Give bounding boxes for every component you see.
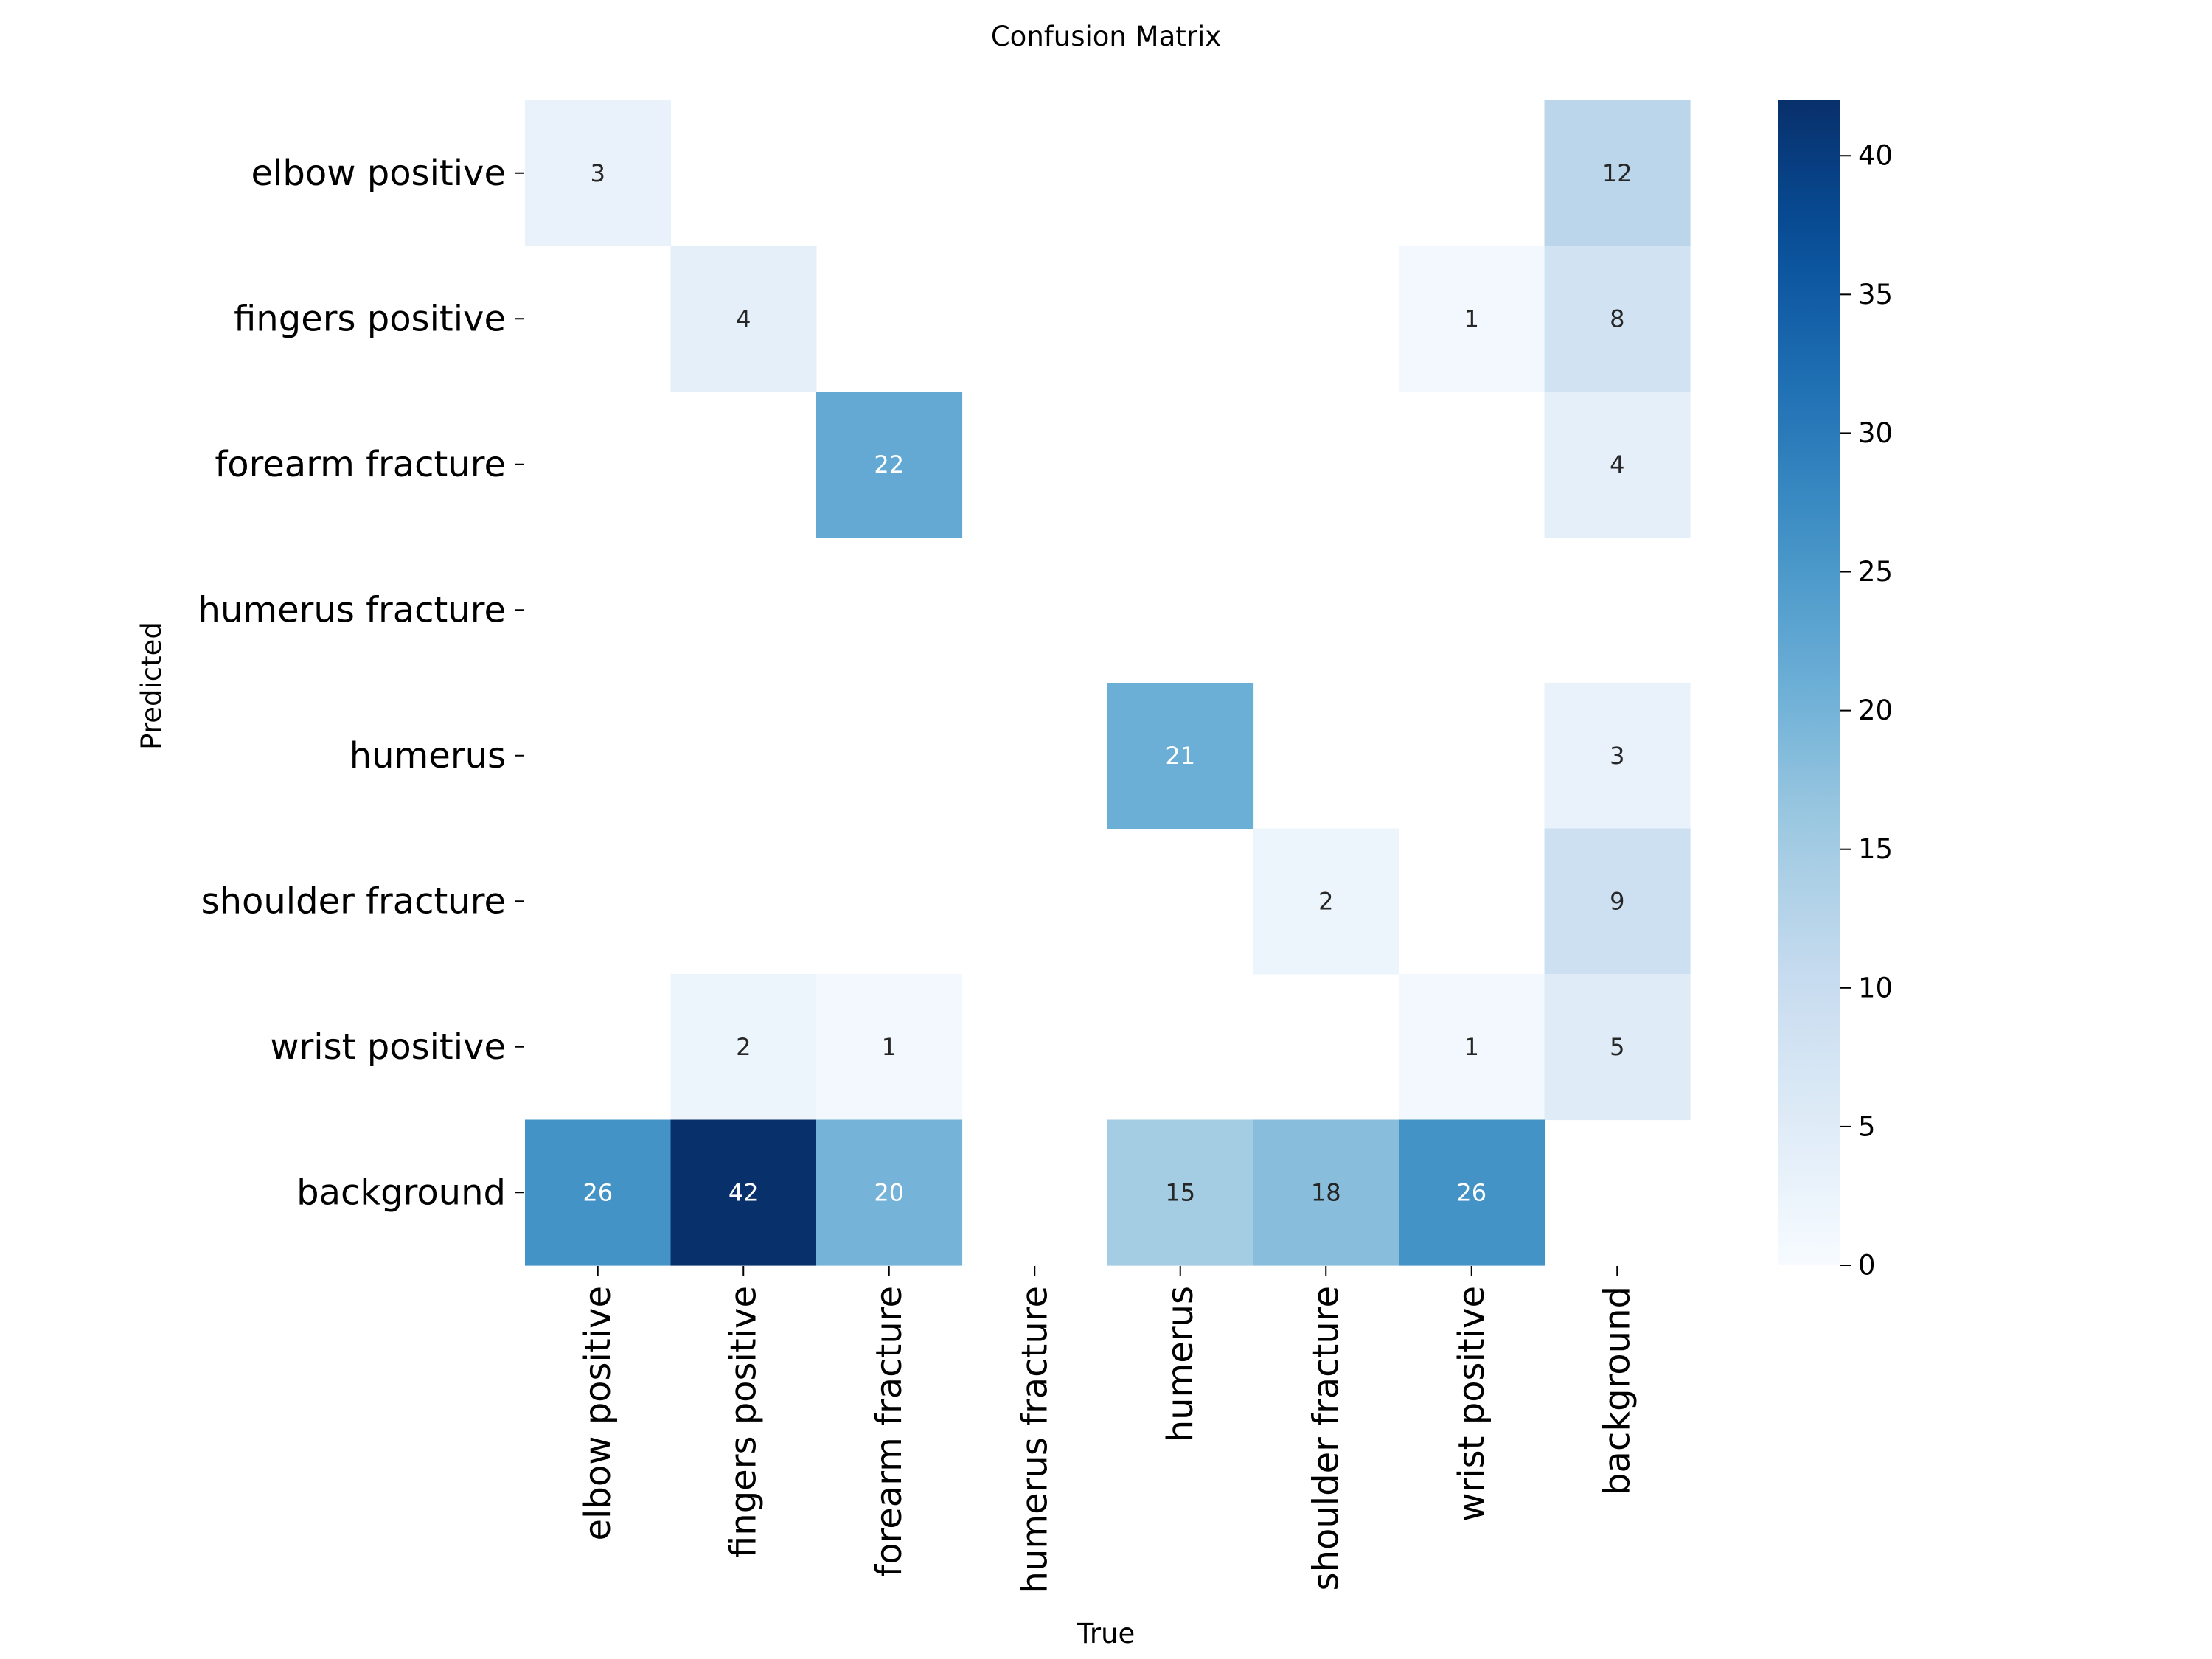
heatmap-cell	[1544, 974, 1691, 1121]
cell-value-label: 21	[1165, 742, 1195, 770]
y-tick-label: forearm fracture	[215, 444, 506, 485]
y-tick-label: shoulder fracture	[201, 880, 506, 922]
cell-value-label: 9	[1610, 887, 1624, 915]
cell-value-label: 8	[1610, 305, 1624, 333]
heatmap-cell	[1107, 683, 1254, 830]
y-tick-label: wrist positive	[270, 1026, 506, 1068]
x-tick-label: shoulder fracture	[1305, 1286, 1346, 1590]
y-tick-label: fingers positive	[234, 298, 506, 339]
x-tick-label: humerus	[1160, 1286, 1201, 1442]
heatmap-cell	[670, 1119, 817, 1266]
heatmap-cell	[816, 974, 963, 1121]
heatmap-cells	[525, 100, 1691, 1266]
chart-title: Confusion Matrix	[991, 21, 1221, 52]
cell-value-label: 12	[1602, 159, 1632, 187]
cell-value-label: 2	[736, 1033, 751, 1061]
heatmap-cell	[1544, 683, 1691, 830]
heatmap-cell	[1253, 1119, 1399, 1266]
colorbar-tick-label: 5	[1858, 1110, 1876, 1142]
cell-value-label: 4	[736, 305, 751, 333]
cell-value-label: 26	[1456, 1178, 1486, 1206]
x-axis-ticks: elbow positive fingers positive forearm fr…	[577, 1266, 1638, 1593]
heatmap-cell	[1107, 1119, 1254, 1266]
heatmap-cell	[1544, 392, 1691, 538]
cell-value-label: 2	[1318, 887, 1333, 915]
colorbar-tick-label: 35	[1858, 279, 1893, 310]
cell-value-label: 1	[1464, 1033, 1479, 1061]
heatmap-cell	[670, 246, 817, 392]
colorbar-tick-label: 20	[1858, 695, 1893, 726]
cell-value-label: 20	[874, 1178, 904, 1206]
y-tick-label: background	[296, 1172, 506, 1213]
x-tick-label: humerus fracture	[1014, 1286, 1055, 1593]
cell-value-label: 15	[1165, 1178, 1195, 1206]
colorbar-tick-label: 40	[1858, 140, 1893, 172]
y-tick-label: elbow positive	[251, 153, 507, 194]
heatmap-cell	[816, 392, 963, 538]
colorbar: 0 5 10 15 20 25 30 35 40	[1778, 100, 1893, 1281]
heatmap-cell	[1399, 246, 1545, 392]
heatmap-cell	[1253, 828, 1399, 975]
heatmap-cell	[816, 1119, 963, 1266]
heatmap-cell	[1544, 246, 1691, 392]
cell-value-label: 5	[1610, 1033, 1624, 1061]
cell-value-label: 3	[591, 159, 605, 187]
cell-value-label: 26	[582, 1178, 613, 1206]
y-tick-label: humerus	[349, 735, 506, 776]
x-tick-label: fingers positive	[723, 1286, 764, 1558]
colorbar-tick-label: 0	[1858, 1250, 1876, 1281]
heatmap-cell	[525, 1119, 672, 1266]
heatmap-cell	[525, 100, 672, 247]
heatmap-cell	[1544, 828, 1691, 975]
x-tick-label: forearm fracture	[869, 1286, 910, 1577]
cell-value-label: 22	[874, 451, 904, 479]
heatmap-cell	[1544, 100, 1691, 247]
cell-value-label: 3	[1610, 742, 1624, 770]
y-tick-label: humerus fracture	[198, 589, 506, 630]
cell-value-label: 4	[1610, 451, 1624, 479]
x-axis-label: True	[1077, 1618, 1135, 1649]
colorbar-gradient	[1778, 100, 1840, 1265]
colorbar-tick-label: 10	[1858, 972, 1893, 1004]
heatmap-cell	[670, 974, 817, 1121]
x-tick-label: elbow positive	[577, 1286, 619, 1541]
colorbar-tick-label: 15	[1858, 833, 1893, 865]
cell-value-label: 1	[1464, 305, 1479, 333]
heatmap-cell	[1399, 1119, 1545, 1266]
y-axis-ticks: elbow positive fingers positive forearm fr…	[198, 153, 524, 1213]
cell-value-label: 1	[882, 1033, 897, 1061]
cell-value-label: 42	[728, 1178, 759, 1206]
colorbar-tick-label: 30	[1858, 417, 1893, 449]
x-tick-label: background	[1596, 1286, 1638, 1495]
heatmap-cell	[1399, 974, 1545, 1121]
colorbar-tick-label: 25	[1858, 556, 1893, 588]
cell-value-label: 18	[1311, 1178, 1341, 1206]
heatmap-cell-labels: 3 124 1 822 421 32 92 1 1 526 42 20 15 18 26	[582, 159, 1632, 1207]
x-tick-label: wrist positive	[1451, 1286, 1492, 1522]
y-axis-label: Predicted	[136, 622, 167, 750]
